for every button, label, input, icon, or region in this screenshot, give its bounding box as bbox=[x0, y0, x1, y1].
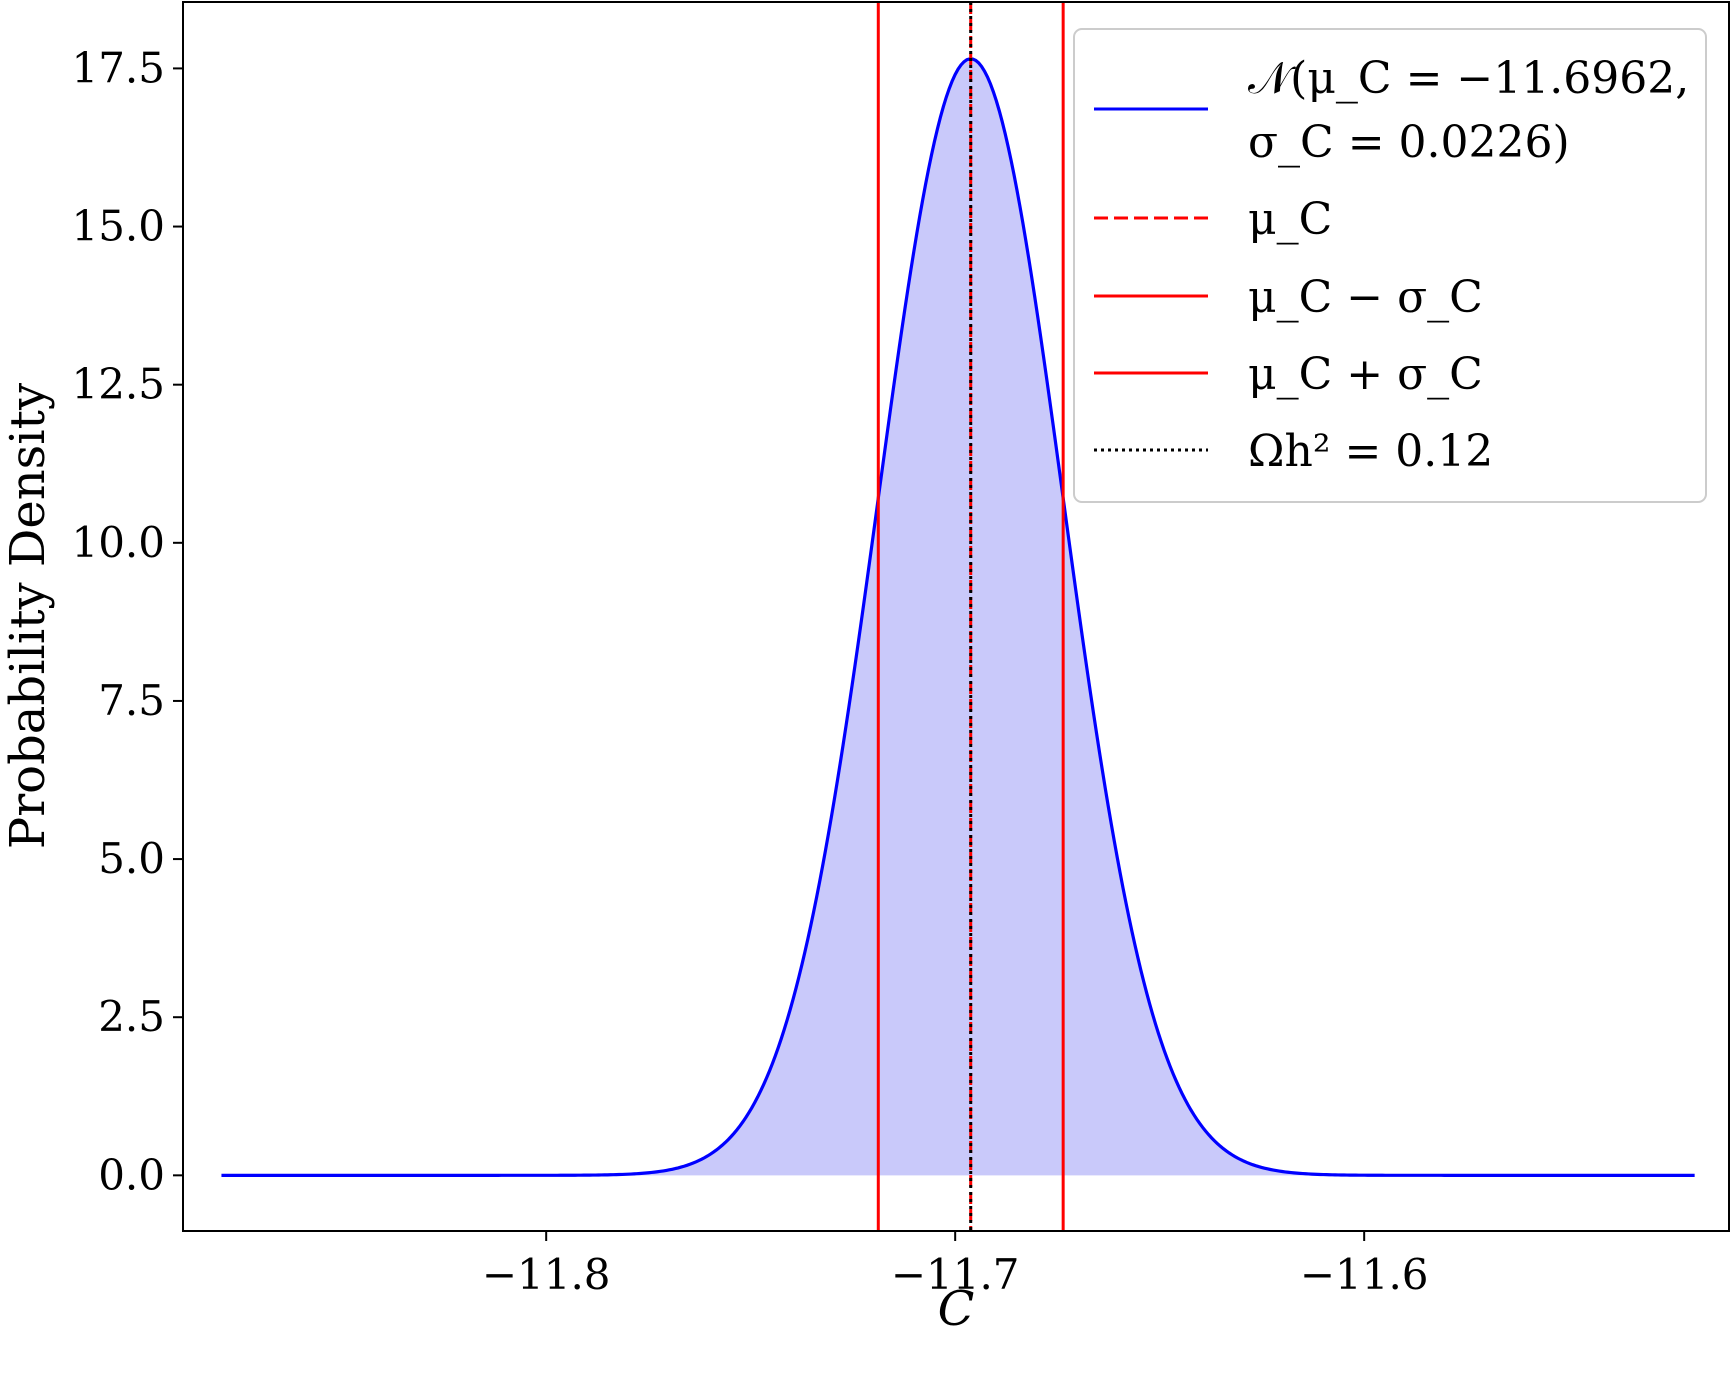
x-tick-label: −11.8 bbox=[482, 1250, 611, 1299]
legend: 𝒩(μ_C = −11.6962, σ_C = 0.0226) μ_C μ_C … bbox=[1073, 28, 1707, 503]
legend-label-normal-line1: 𝒩(μ_C = −11.6962, bbox=[1248, 53, 1689, 104]
legend-label-omega: Ωh² = 0.12 bbox=[1248, 426, 1493, 477]
plot-area bbox=[221, 2, 1695, 1231]
legend-label-mu-minus-sigma: μ_C − σ_C bbox=[1248, 272, 1483, 323]
y-axis-label: Probability Density bbox=[0, 383, 56, 849]
y-tick-label: 2.5 bbox=[98, 992, 165, 1041]
x-axis-label: C bbox=[938, 1281, 975, 1337]
y-tick-label: 10.0 bbox=[71, 518, 165, 567]
y-tick-label: 15.0 bbox=[71, 202, 165, 251]
y-tick-label: 0.0 bbox=[98, 1150, 165, 1199]
density-fill bbox=[221, 58, 1695, 1176]
legend-label-mu: μ_C bbox=[1248, 194, 1332, 245]
y-tick-label: 5.0 bbox=[98, 834, 165, 883]
density-curve bbox=[221, 57, 1695, 1177]
legend-label-normal-line2: σ_C = 0.0226) bbox=[1248, 117, 1570, 168]
y-tick-label: 17.5 bbox=[71, 43, 165, 92]
y-tick-label: 7.5 bbox=[98, 676, 165, 725]
x-tick-label: −11.7 bbox=[891, 1250, 1020, 1299]
x-tick-label: −11.6 bbox=[1300, 1250, 1429, 1299]
legend-box bbox=[1073, 28, 1707, 503]
legend-label-mu-plus-sigma: μ_C + σ_C bbox=[1248, 349, 1483, 400]
y-tick-label: 12.5 bbox=[71, 360, 165, 409]
axis-ticks: −11.8 −11.7 −11.6 0.0 2.5 5.0 7.5 10.0 12.5 15.0 1… bbox=[71, 43, 1428, 1299]
